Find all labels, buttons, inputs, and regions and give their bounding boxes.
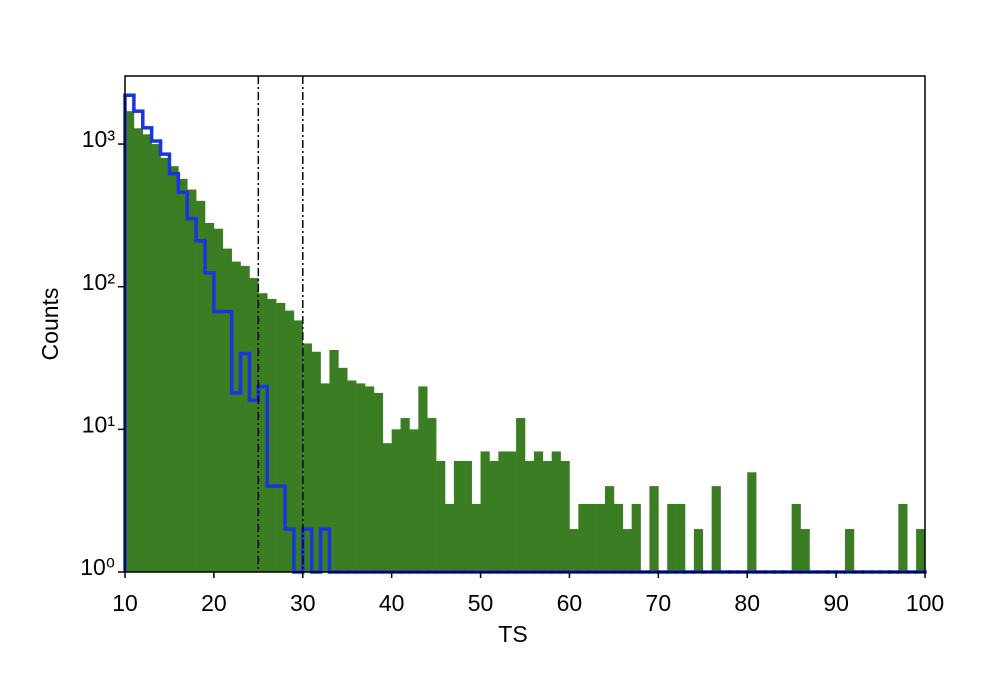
bar — [693, 529, 704, 572]
x-tick-label: 80 — [734, 590, 760, 616]
bar — [560, 460, 570, 572]
bar — [507, 451, 517, 572]
bar — [285, 310, 295, 572]
bar — [445, 503, 455, 572]
bar — [231, 261, 241, 572]
bar — [551, 451, 561, 572]
x-tick-label: 40 — [379, 590, 405, 616]
bar — [845, 529, 855, 572]
bar — [480, 451, 490, 572]
bar — [391, 429, 401, 572]
bar — [133, 128, 144, 572]
bar — [142, 134, 152, 572]
bar — [293, 320, 304, 572]
bar — [622, 529, 632, 572]
bar — [916, 529, 926, 572]
x-tick-label: 100 — [906, 590, 944, 616]
bar — [516, 418, 526, 572]
x-axis-label: TS — [498, 621, 527, 647]
y-tick-label: 10¹ — [82, 411, 116, 437]
bar — [649, 486, 659, 572]
y-tick-label: 10³ — [82, 126, 116, 152]
x-tick-label: 30 — [290, 590, 316, 616]
bar — [747, 472, 757, 572]
bar — [267, 299, 277, 572]
bar — [329, 349, 339, 572]
plot-frame — [124, 75, 926, 573]
bar — [302, 343, 312, 572]
bar — [453, 460, 464, 572]
bar — [533, 451, 544, 572]
x-tick-label: 10 — [112, 590, 138, 616]
bar — [125, 111, 135, 572]
bar — [587, 503, 597, 572]
bar — [196, 200, 206, 572]
bar — [542, 460, 552, 572]
bar — [409, 429, 419, 572]
bar — [569, 529, 579, 572]
bar — [711, 486, 721, 572]
bar — [667, 503, 677, 572]
bar — [898, 503, 908, 572]
x-tick-label: 60 — [557, 590, 583, 616]
bar — [222, 248, 232, 573]
x-tick-label: 50 — [468, 590, 494, 616]
y-tick-label: 10⁰ — [80, 554, 115, 580]
bar — [240, 265, 250, 572]
bar — [400, 418, 410, 572]
bar — [613, 503, 624, 572]
bar — [382, 443, 392, 572]
bar — [320, 383, 330, 572]
bar — [436, 460, 446, 572]
bar — [631, 503, 641, 572]
bar — [365, 386, 375, 572]
bar — [187, 189, 197, 572]
bar — [347, 380, 357, 572]
x-tick-label: 90 — [823, 590, 849, 616]
bar — [178, 178, 188, 573]
y-tick-label: 10² — [82, 269, 116, 295]
bar — [596, 503, 606, 572]
bar — [800, 529, 810, 572]
bar — [605, 486, 615, 572]
bar — [373, 392, 384, 572]
bar — [578, 503, 588, 572]
bar — [311, 351, 321, 572]
bar — [462, 460, 472, 572]
bar — [151, 144, 161, 572]
bar — [213, 228, 224, 572]
bar — [356, 383, 366, 572]
bar — [427, 418, 437, 572]
bar — [160, 157, 170, 573]
bar — [258, 293, 268, 572]
x-tick-label: 20 — [201, 590, 227, 616]
y-axis-label: Counts — [37, 288, 63, 361]
bar — [489, 460, 499, 572]
bar — [169, 166, 179, 572]
bar — [249, 278, 259, 572]
bar — [498, 451, 508, 572]
bar — [418, 386, 428, 572]
bar — [676, 503, 686, 572]
bar — [471, 503, 481, 572]
x-tick-label: 70 — [646, 590, 672, 616]
bar — [791, 503, 801, 572]
bar — [525, 460, 535, 572]
bar — [276, 302, 286, 572]
bar — [205, 222, 215, 572]
bar — [338, 367, 348, 572]
